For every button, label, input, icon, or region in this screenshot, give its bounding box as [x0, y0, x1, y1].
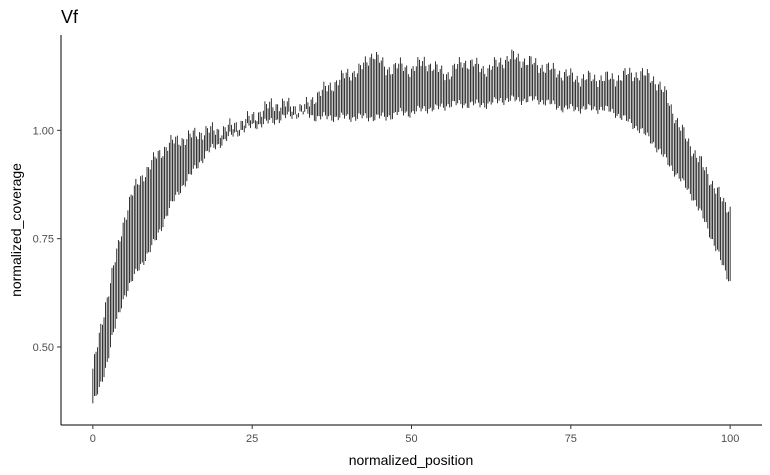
x-ticks: 0 25 50 75 100 [90, 425, 739, 445]
y-tick-label: 0.75 [33, 234, 54, 246]
y-tick-label: 0.50 [33, 342, 54, 354]
chart-title: Vf [61, 7, 79, 27]
errorbar-series [92, 49, 731, 404]
x-tick-label: 50 [405, 433, 417, 445]
y-ticks: 0.50 0.75 1.00 [33, 125, 61, 354]
x-tick-label: 25 [246, 433, 258, 445]
x-tick-label: 100 [721, 433, 739, 445]
y-tick-label: 1.00 [33, 125, 54, 137]
x-axis-title: normalized_position [349, 452, 474, 468]
x-tick-label: 75 [565, 433, 577, 445]
y-axis-title: normalized_coverage [8, 163, 24, 297]
x-tick-label: 0 [90, 433, 96, 445]
